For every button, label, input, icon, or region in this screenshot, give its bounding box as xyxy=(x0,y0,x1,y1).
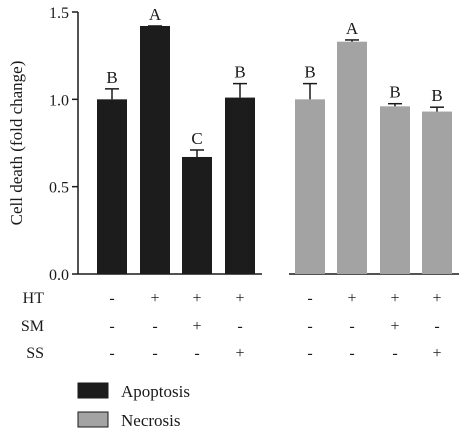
condition-mark: + xyxy=(347,290,356,307)
significance-letter: A xyxy=(149,5,162,24)
y-tick-label: 1.5 xyxy=(49,5,69,22)
condition-mark: - xyxy=(194,345,199,362)
y-axis-label: Cell death (fold change) xyxy=(7,61,26,226)
condition-row-label: SS xyxy=(26,345,44,362)
condition-mark: + xyxy=(432,290,441,307)
condition-mark: + xyxy=(235,290,244,307)
legend-label: Apoptosis xyxy=(121,382,190,401)
bar xyxy=(140,25,170,275)
condition-mark: + xyxy=(390,318,399,335)
significance-letter: B xyxy=(431,86,442,105)
bar xyxy=(337,41,367,275)
condition-row-label: HT xyxy=(23,290,45,307)
bar xyxy=(295,99,325,274)
legend-swatch xyxy=(77,411,109,428)
condition-mark: - xyxy=(434,318,439,335)
condition-mark: - xyxy=(392,345,397,362)
condition-mark: - xyxy=(349,345,354,362)
bar xyxy=(380,106,410,274)
condition-row-label: SM xyxy=(21,318,44,335)
condition-mark: - xyxy=(109,318,114,335)
legend: Apoptosis Necrosis xyxy=(77,382,190,430)
condition-mark: - xyxy=(109,290,114,307)
condition-mark: + xyxy=(192,318,201,335)
condition-mark: + xyxy=(150,290,159,307)
significance-letter: B xyxy=(304,63,315,82)
condition-mark: + xyxy=(432,345,441,362)
y-tick-label: 0.5 xyxy=(49,180,69,197)
condition-mark: - xyxy=(307,290,312,307)
significance-letter: B xyxy=(106,68,117,87)
significance-letter: B xyxy=(234,63,245,82)
bar xyxy=(422,111,452,274)
condition-mark: - xyxy=(152,318,157,335)
significance-letter: C xyxy=(191,129,202,148)
condition-mark: - xyxy=(307,318,312,335)
significance-letter: B xyxy=(389,83,400,102)
bar xyxy=(97,99,127,274)
bar xyxy=(225,97,255,274)
condition-mark: + xyxy=(192,290,201,307)
bars: B A C B B A B B xyxy=(97,5,452,275)
condition-mark: + xyxy=(390,290,399,307)
condition-mark: - xyxy=(109,345,114,362)
condition-mark: - xyxy=(152,345,157,362)
condition-table: HT - + + + - + + + SM - - + - - - + - SS - - - + - - - + xyxy=(21,290,442,362)
condition-mark: + xyxy=(235,345,244,362)
y-tick-label: 0.0 xyxy=(49,267,69,284)
legend-swatch xyxy=(77,382,109,399)
legend-label: Necrosis xyxy=(121,411,180,430)
y-tick-label: 1.0 xyxy=(49,92,69,109)
significance-letter: A xyxy=(346,19,359,38)
condition-mark: - xyxy=(349,318,354,335)
condition-mark: - xyxy=(307,345,312,362)
bar xyxy=(182,156,212,274)
condition-mark: - xyxy=(237,318,242,335)
